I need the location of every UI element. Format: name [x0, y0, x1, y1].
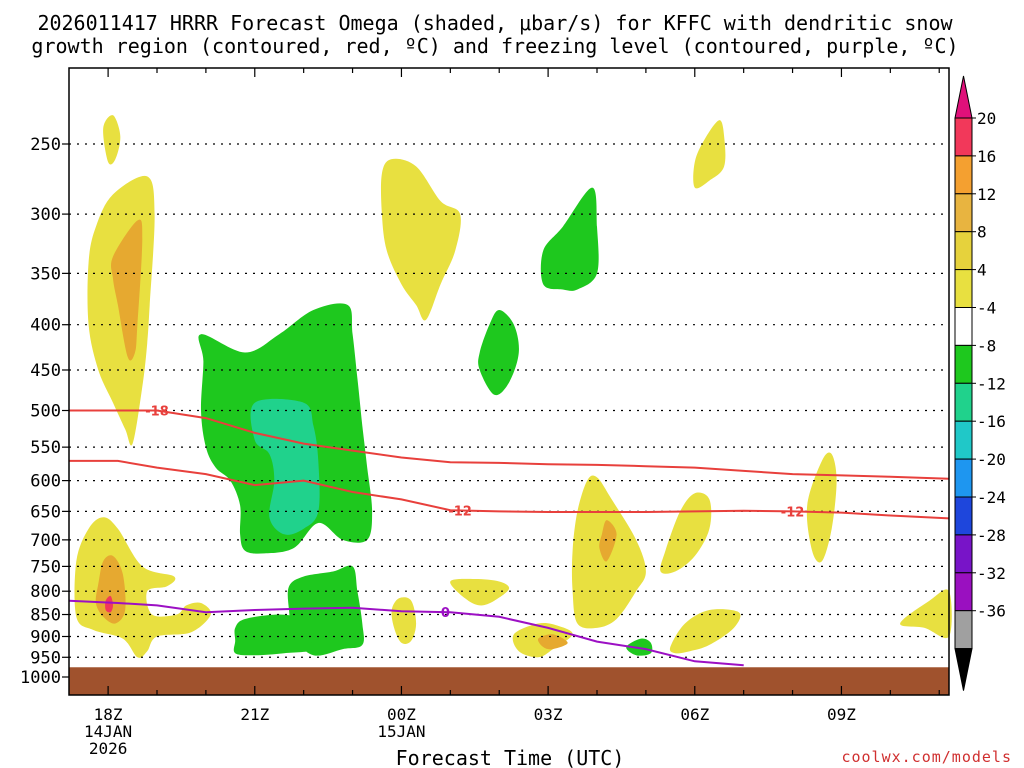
omega-negative-upper-right	[540, 187, 599, 291]
colorbar-label--36: -36	[977, 602, 1006, 621]
omega-negative-mid-right	[478, 310, 519, 396]
colorbar-swatch-10	[954, 496, 973, 536]
colorbar-bottom-arrow	[954, 648, 973, 691]
colorbar-label--20: -20	[977, 450, 1006, 469]
y-tick-label-800: 800	[30, 582, 61, 602]
colorbar-swatch-2	[954, 193, 973, 233]
x-tick-label-09Z: 09Z	[827, 705, 856, 724]
x-tick-label-21Z: 21Z	[240, 705, 269, 724]
x-tick-label-03Z: 03Z	[534, 705, 563, 724]
contour-layer: -18 -12 -12 0	[68, 405, 950, 667]
colorbar-swatch-4	[954, 269, 973, 309]
y-tick-label-550: 550	[30, 438, 61, 458]
omega-positive-upper-left	[103, 115, 121, 165]
colorbar-swatch-7	[954, 382, 973, 422]
x-tick-date-14JAN: 14JAN	[84, 722, 132, 741]
plot-frame	[68, 67, 950, 696]
y-tick-label-450: 450	[30, 361, 61, 381]
colorbar-label-8: 8	[977, 223, 987, 242]
omega-positive-far-right-edge	[900, 589, 952, 639]
colorbar-label--24: -24	[977, 488, 1006, 507]
y-tick-label-850: 850	[30, 606, 61, 626]
y-tick-label-700: 700	[30, 531, 61, 551]
omega-positive-right-middle-core	[599, 520, 617, 562]
colorbar-label--16: -16	[977, 412, 1006, 431]
y-tick-label-350: 350	[30, 264, 61, 284]
chart-title-line-1: 2026011417 HRRR Forecast Omega (shaded, …	[37, 11, 953, 35]
y-tick-label-1000: 1000	[20, 668, 61, 688]
y-tick-label-250: 250	[30, 135, 61, 155]
colorbar-label--12: -12	[977, 374, 1006, 393]
pressure-gridlines	[69, 143, 949, 658]
isotherm-minus18	[69, 409, 950, 480]
colorbar-swatch-12	[954, 572, 973, 612]
omega-negative-small-right	[626, 638, 653, 656]
colorbar-swatch-13	[954, 610, 973, 650]
x-tick-label-18Z: 18Z	[94, 705, 123, 724]
omega-negative-main-core	[250, 398, 320, 535]
freezing-level-0c	[68, 599, 744, 667]
colorbar-swatch-5	[954, 307, 973, 346]
colorbar-swatch-1	[954, 155, 973, 195]
omega-positive-lower-mid	[450, 578, 510, 606]
chart-title-line-2: growth region (contoured, red, ºC) and f…	[31, 34, 958, 58]
colorbar-label--28: -28	[977, 526, 1006, 545]
omega-positive-lower-center-core	[537, 634, 568, 650]
omega-positive-right-column	[660, 492, 712, 574]
x-tick-date-15JAN: 15JAN	[377, 722, 425, 741]
colorbar-swatch-11	[954, 534, 973, 574]
omega-positive-left-core	[110, 219, 143, 361]
y-tick-label-950: 950	[30, 648, 61, 668]
y-tick-label-500: 500	[30, 402, 61, 422]
isotherm-minus12-label: -12	[781, 505, 805, 520]
colorbar-label--8: -8	[977, 336, 996, 355]
credit-text: coolwx.com/models	[841, 748, 1012, 766]
y-tick-label-900: 900	[30, 627, 61, 647]
omega-positive-mid-column	[380, 158, 461, 321]
x-tick-year-2026: 2026	[89, 739, 128, 758]
colorbar-label-16: 16	[977, 147, 996, 166]
x-axis-label: Forecast Time (UTC)	[396, 746, 625, 768]
y-axis: 2503003504004505005506006507007508008509…	[20, 135, 69, 688]
ground-below-surface	[69, 667, 949, 695]
y-tick-label-400: 400	[30, 316, 61, 336]
y-tick-label-600: 600	[30, 472, 61, 492]
omega-positive-upper-right	[693, 120, 726, 189]
isotherm-minus18-label: -18	[145, 405, 169, 420]
colorbar-label-4: 4	[977, 261, 987, 280]
freezing-level-0c-label: 0	[441, 606, 450, 621]
isotherm-minus12	[69, 459, 950, 520]
omega-negative-lower-mid	[287, 565, 364, 656]
omega-positive-lower-left	[74, 517, 212, 658]
colorbar-swatch-3	[954, 231, 973, 271]
colorbar-swatch-6	[954, 344, 973, 384]
x-tick-label-00Z: 00Z	[387, 705, 416, 724]
y-tick-label-650: 650	[30, 502, 61, 522]
y-tick-label-750: 750	[30, 557, 61, 577]
x-tick-label-06Z: 06Z	[680, 705, 709, 724]
colorbar-swatch-0	[954, 117, 973, 157]
colorbar-label--4: -4	[977, 299, 996, 318]
colorbar-label-12: 12	[977, 185, 996, 204]
colorbar-swatch-8	[954, 420, 973, 460]
omega-positive-lower-left-core	[95, 555, 126, 624]
colorbar: 20 16 12 8 4 -4 -8 -12 -16 -20 -24 -28 -32 -36	[954, 75, 1006, 691]
omega-negative-lower-left	[233, 614, 315, 656]
y-tick-label-300: 300	[30, 205, 61, 225]
omega-positive-lower-small	[391, 597, 417, 644]
colorbar-label-20: 20	[977, 109, 996, 128]
omega-positive-far-right-column	[806, 452, 837, 563]
isotherm-minus12-label: -12	[448, 504, 472, 519]
colorbar-label--32: -32	[977, 564, 1006, 583]
colorbar-swatch-9	[954, 458, 973, 498]
omega-shading-layer	[74, 115, 952, 658]
omega-positive-lower-right	[669, 609, 741, 654]
colorbar-top-arrow	[954, 75, 973, 119]
omega-positive-lower-left-center	[105, 595, 113, 613]
